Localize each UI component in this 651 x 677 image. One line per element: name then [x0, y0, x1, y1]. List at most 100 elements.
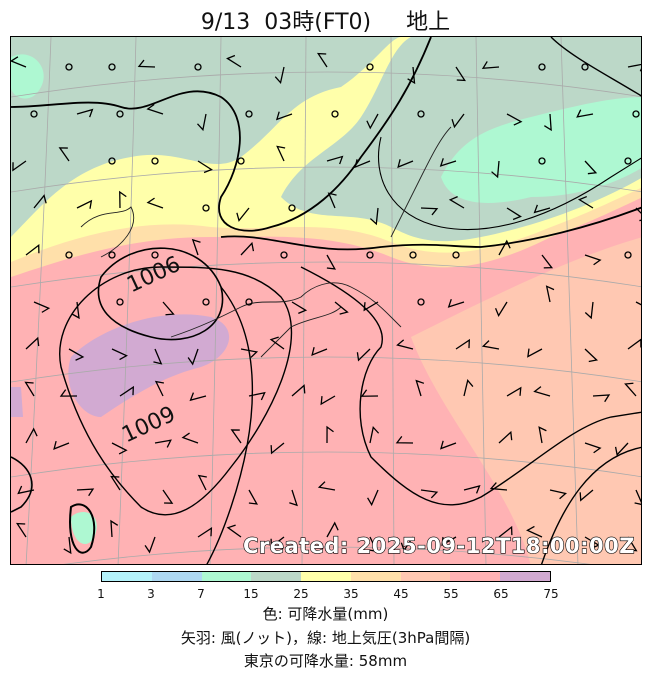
colorbar-segment [450, 572, 501, 581]
calm-wind-circle [202, 298, 210, 306]
wind-barb [110, 475, 121, 491]
wind-barb [635, 207, 641, 222]
calm-wind-circle [65, 63, 73, 71]
wind-barb [334, 301, 349, 315]
coastline [80, 126, 452, 358]
wind-barb [197, 474, 207, 491]
wind-barb [230, 429, 242, 444]
wind-barb [498, 430, 513, 444]
wind-barb [110, 519, 119, 538]
wind-barb [24, 381, 35, 397]
wind-barb [33, 194, 47, 209]
wind-barb [584, 160, 598, 175]
wind-barb [627, 338, 641, 350]
parallel-line [11, 71, 641, 98]
meridian-line [390, 37, 395, 564]
wind-barb [545, 285, 555, 303]
wind-barb [316, 52, 328, 68]
wind-barb [448, 196, 465, 209]
wind-barb [577, 195, 594, 209]
wind-barb [153, 348, 163, 365]
calm-wind-circle [581, 63, 589, 71]
wind-barb [162, 489, 174, 504]
calm-wind-circle [116, 298, 124, 306]
colorbar-tick: 45 [393, 587, 409, 601]
wind-barb [420, 489, 439, 499]
wind-barb [12, 160, 27, 172]
meridian-line [209, 37, 222, 564]
colorbar-segment [151, 572, 202, 581]
wind-barb [455, 66, 466, 82]
wind-barb [440, 440, 457, 450]
calm-wind-circle [280, 251, 288, 259]
wind-barb [59, 389, 78, 397]
calm-wind-circle [366, 63, 374, 71]
wind-barb [489, 482, 508, 491]
calm-wind-circle [331, 110, 339, 118]
wind-barb [226, 54, 242, 68]
wind-barb [119, 385, 135, 397]
caption-barbs: 矢羽: 風(ノット)，線: 地上気圧(3hPa間隔) [180, 629, 471, 647]
wind-barb [481, 340, 500, 350]
wind-barb [275, 111, 293, 121]
colorbar [101, 571, 551, 582]
wind-barb [326, 521, 339, 538]
calm-wind-circle [151, 251, 159, 259]
calm-wind-circle [245, 298, 253, 306]
colorbar-segment [251, 572, 302, 581]
calm-wind-circle [366, 251, 374, 259]
colorbar-tick: 35 [343, 587, 359, 601]
calm-wind-circle [452, 251, 460, 259]
isobars [11, 37, 641, 564]
wind-barb [498, 525, 513, 538]
wind-barb [76, 199, 93, 209]
calm-wind-circle [151, 157, 159, 165]
colorbar-tick: 55 [443, 587, 459, 601]
wind-barb [635, 301, 641, 306]
wind-barb [111, 348, 128, 361]
colorbar-tick: 25 [293, 587, 309, 601]
wind-barb [584, 301, 594, 320]
wind-barb [491, 160, 500, 179]
wind-barb [146, 197, 164, 209]
wind-barb [25, 336, 40, 350]
wind-barb [197, 113, 207, 132]
wind-barb [226, 524, 242, 538]
wind-barb [291, 384, 306, 397]
wind-barb [162, 301, 175, 316]
wind-barb [369, 425, 380, 444]
wind-barb [544, 113, 552, 132]
wind-barb [549, 489, 567, 500]
colorbar-segment [500, 572, 551, 581]
calm-wind-circle [538, 157, 546, 165]
calm-wind-circle [417, 110, 425, 118]
wind-barb [407, 66, 416, 85]
wind-barb [538, 426, 547, 444]
calm-wind-circle [409, 251, 417, 259]
caption-color: 色: 可降水量(mm) [262, 605, 389, 623]
wind-barb [592, 394, 611, 403]
calm-wind-circle [632, 110, 640, 118]
wind-barb [63, 536, 72, 555]
wind-barb [191, 238, 201, 256]
calm-wind-circle [30, 110, 38, 118]
calm-wind-circle [116, 110, 124, 118]
wind-barb [463, 379, 474, 397]
wind-barb [144, 536, 156, 554]
wind-barb [269, 336, 285, 350]
wind-barb [76, 488, 95, 497]
wind-barb [197, 160, 213, 174]
wind-barb [326, 254, 337, 270]
colorbar-tick: 75 [543, 587, 559, 601]
wind-barb [248, 391, 266, 401]
calm-wind-circle [624, 251, 632, 259]
wind-barb [526, 525, 543, 538]
wind-barb [68, 348, 85, 361]
wind-barb [53, 440, 70, 450]
wind-barb [397, 159, 414, 169]
wind-barb [634, 489, 641, 505]
wind-barb [181, 432, 199, 444]
colorbar-tick: 1 [97, 587, 105, 601]
colorbar-segment [400, 572, 451, 581]
wind-barb [451, 113, 465, 129]
